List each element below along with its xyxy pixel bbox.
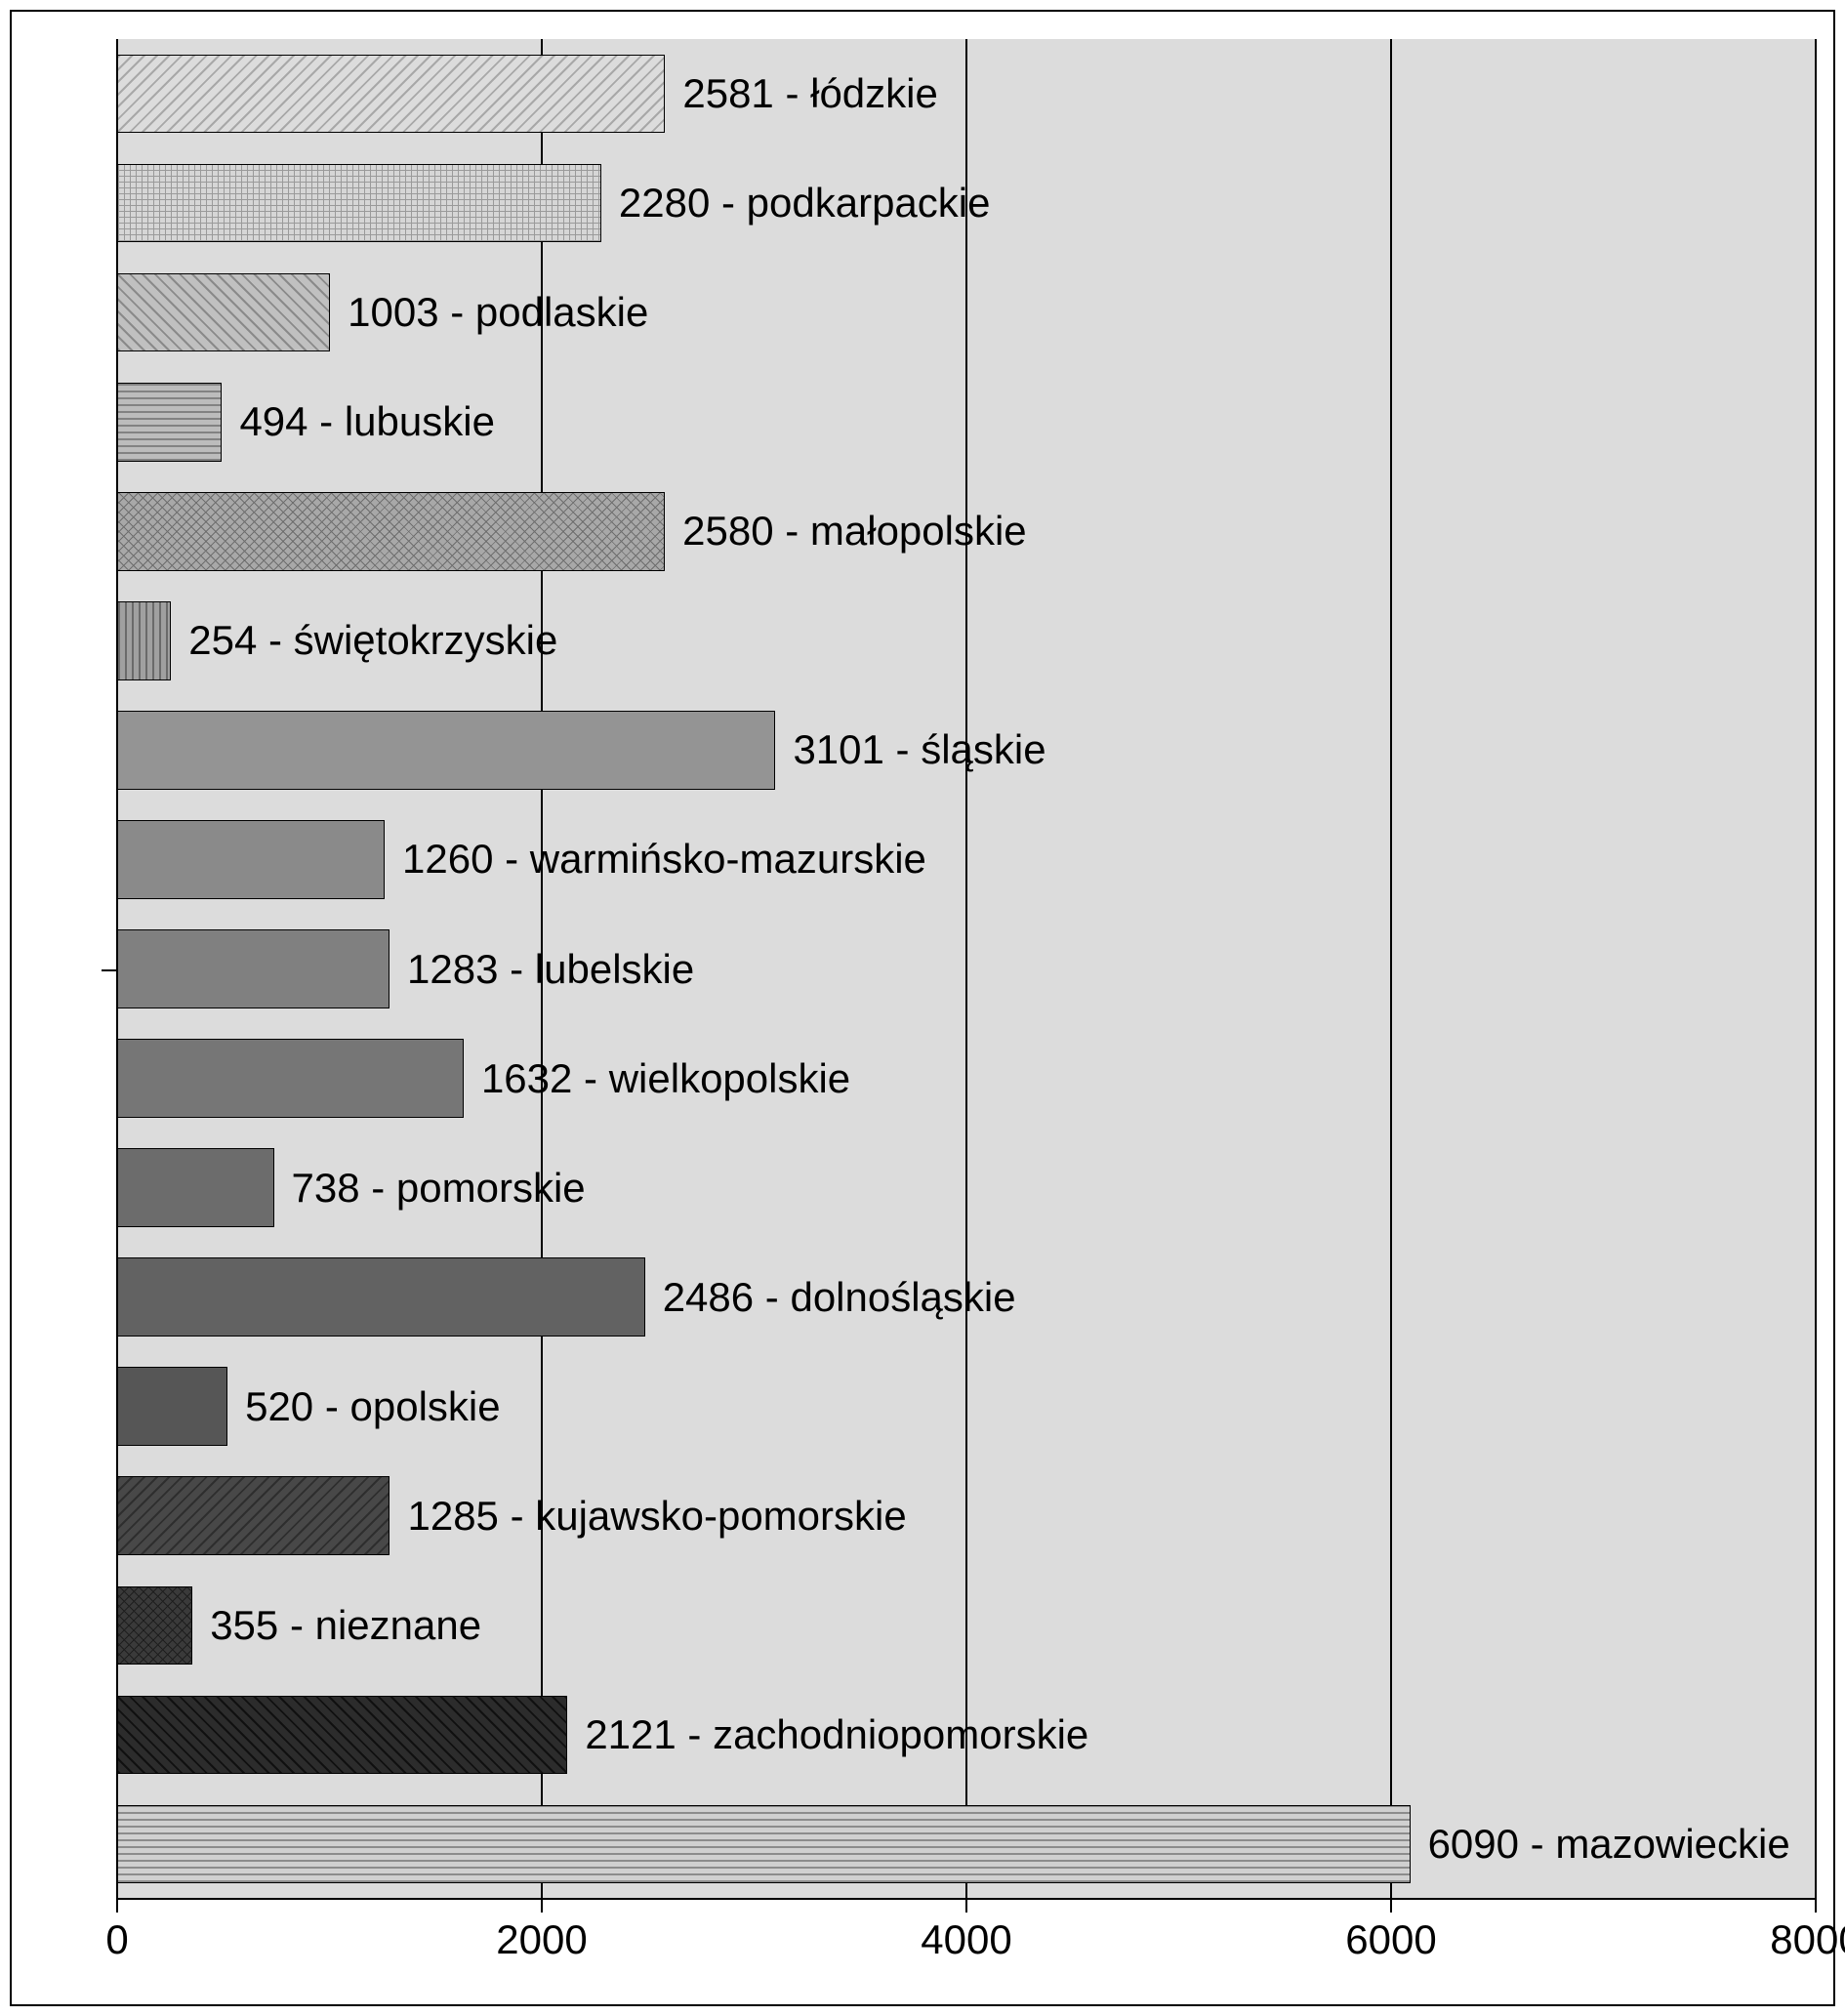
gridline (965, 39, 967, 1899)
bar (117, 601, 171, 680)
bar (117, 711, 775, 790)
gridline (1390, 39, 1392, 1899)
bar (117, 383, 222, 462)
bar (117, 1039, 464, 1118)
bar-label: 1003 - podlaskie (348, 289, 648, 336)
bar-label: 1632 - wielkopolskie (481, 1055, 850, 1102)
bar-label: 2580 - małopolskie (682, 508, 1027, 555)
bar-label: 6090 - mazowieckie (1428, 1821, 1790, 1868)
bar (117, 1476, 390, 1555)
x-tick-label: 2000 (496, 1916, 587, 1963)
x-tick-label: 0 (105, 1916, 128, 1963)
bar-chart: 0 2000 4000 6000 8000 2581 - łódzkie 2280 - po… (0, 0, 1845, 2016)
bar-label: 2486 - dolnośląskie (663, 1274, 1016, 1321)
bar-label: 520 - opolskie (245, 1383, 501, 1430)
bar (117, 164, 601, 243)
gridline (1815, 39, 1817, 1899)
bar (117, 492, 665, 571)
x-tick (965, 1899, 967, 1913)
bar (117, 929, 390, 1008)
bar-label: 1260 - warmińsko-mazurskie (402, 836, 926, 883)
x-tick (1390, 1899, 1392, 1913)
bar (117, 1805, 1411, 1884)
bar-label: 355 - nieznane (210, 1602, 481, 1649)
bar-label: 1285 - kujawsko-pomorskie (407, 1493, 906, 1540)
bar-label: 3101 - śląskie (793, 726, 1046, 773)
x-tick-label: 4000 (921, 1916, 1011, 1963)
bar-label: 2121 - zachodniopomorskie (585, 1711, 1088, 1758)
x-tick (541, 1899, 543, 1913)
bar (117, 273, 330, 352)
x-tick (1815, 1899, 1817, 1913)
bar (117, 820, 385, 899)
bar (117, 1696, 567, 1775)
bar-label: 254 - świętokrzyskie (188, 617, 557, 664)
bar-label: 2280 - podkarpackie (619, 180, 991, 226)
bar-label: 1283 - lubelskie (407, 946, 694, 993)
bar-label: 494 - lubuskie (239, 398, 495, 445)
x-tick (116, 1899, 118, 1913)
bar (117, 1257, 645, 1337)
bar (117, 55, 665, 134)
x-axis (117, 1898, 1816, 1900)
bar (117, 1586, 192, 1666)
bar-label: 738 - pomorskie (292, 1165, 586, 1212)
y-tick (102, 969, 117, 971)
x-tick-label: 8000 (1770, 1916, 1845, 1963)
bar (117, 1367, 227, 1446)
x-tick-label: 6000 (1345, 1916, 1436, 1963)
bar-label: 2581 - łódzkie (682, 70, 938, 117)
bar (117, 1148, 274, 1227)
